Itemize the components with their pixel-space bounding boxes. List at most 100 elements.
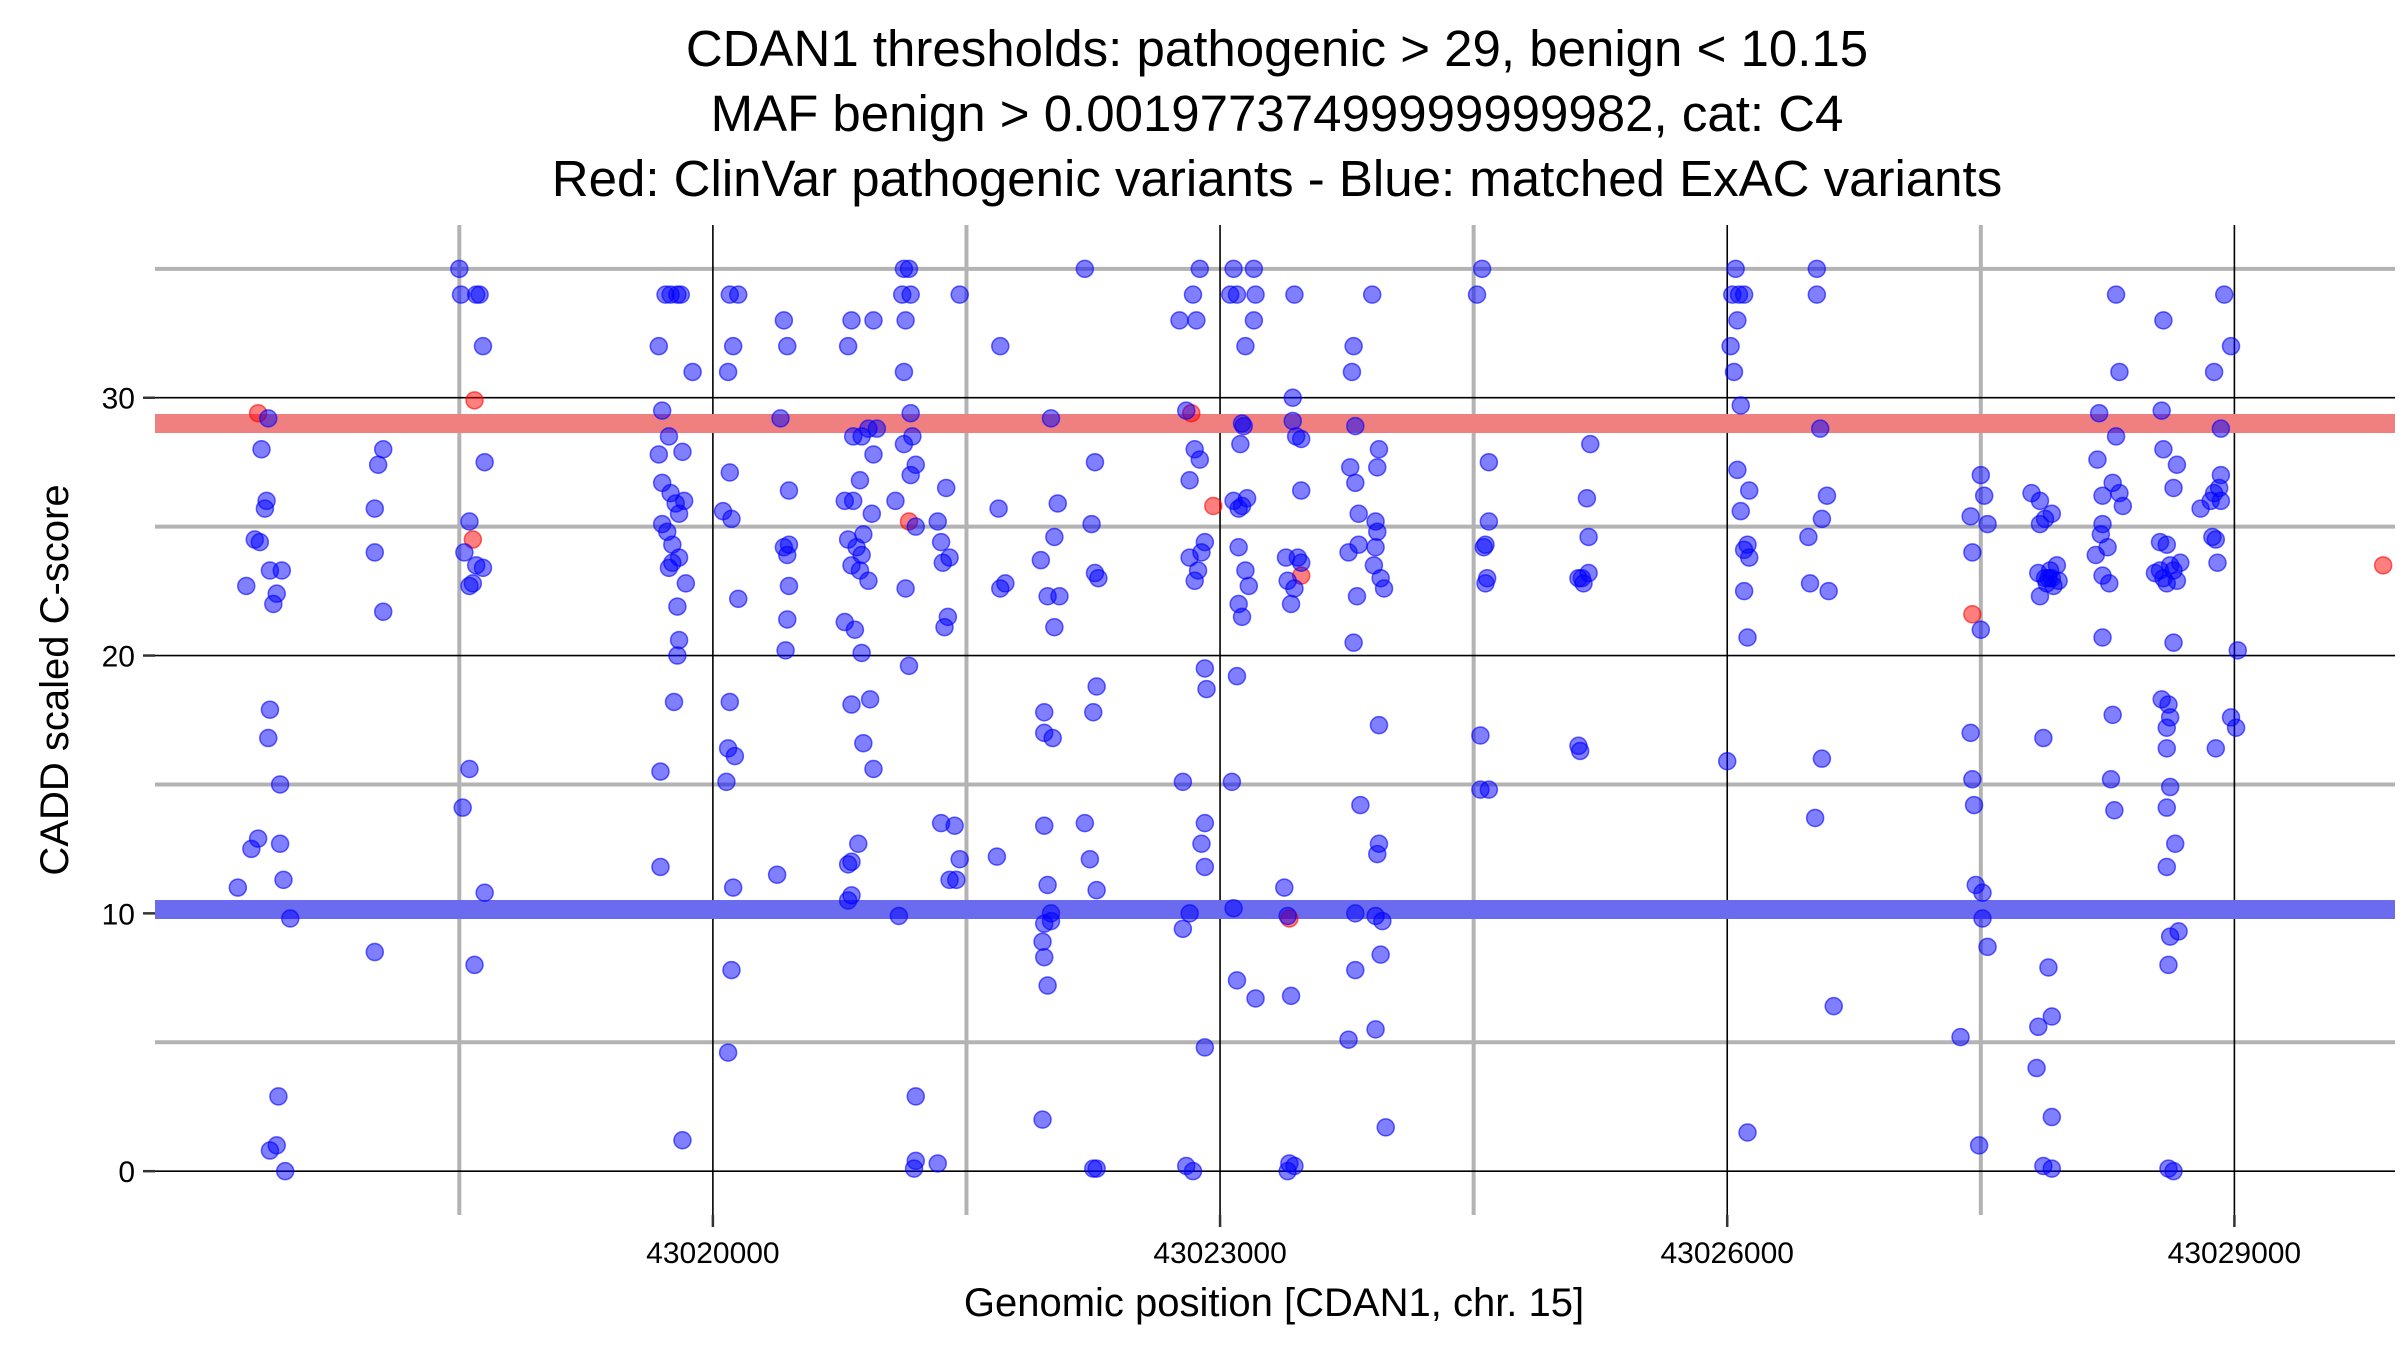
exac-point	[1239, 576, 1259, 596]
exac-point	[663, 553, 682, 572]
exac-point	[270, 775, 290, 794]
exac-point	[896, 311, 915, 330]
exac-point	[2093, 486, 2112, 505]
exac-point	[849, 834, 868, 853]
x-tick-label: 43023000	[1153, 1237, 1286, 1270]
exac-point	[1232, 414, 1252, 433]
exac-point	[2208, 553, 2227, 572]
exac-point	[2106, 285, 2126, 304]
title-line-1: CDAN1 thresholds: pathogenic > 29, benig…	[686, 20, 1868, 77]
exac-point	[1368, 522, 1387, 542]
x-axis-ticks: 43020000 43023000 43026000 43029000	[646, 1215, 2301, 1270]
exac-point	[1170, 311, 1189, 330]
exac-point	[1190, 259, 1210, 279]
exac-point	[1043, 728, 1062, 748]
exac-point	[1283, 411, 1303, 431]
exac-point	[894, 362, 914, 382]
exac-point	[473, 558, 493, 578]
exac-point	[1089, 568, 1108, 588]
exac-point	[1974, 486, 1994, 505]
exac-point	[2086, 545, 2106, 565]
exac-point	[1349, 535, 1368, 554]
exac-point	[931, 532, 951, 552]
exac-point	[1229, 499, 1248, 518]
exac-point	[1045, 617, 1064, 637]
exac-point	[1038, 976, 1057, 995]
exac-point	[1476, 574, 1495, 593]
exac-point	[1963, 770, 1982, 789]
exac-point	[1964, 795, 1984, 815]
exac-point	[2152, 401, 2171, 420]
exac-point	[778, 336, 797, 356]
exac-point	[475, 452, 494, 472]
exac-point	[2164, 1161, 2183, 1181]
exac-point	[1807, 285, 1827, 304]
exac-point	[1224, 898, 1243, 918]
exac-point	[1229, 538, 1248, 557]
exac-point	[1368, 458, 1387, 477]
exac-point	[2157, 798, 2177, 817]
exac-point	[1084, 1159, 1103, 1178]
exac-point	[904, 1159, 924, 1178]
exac-point	[1812, 749, 1832, 768]
exac-point	[250, 532, 270, 552]
y-tick-label: 10	[102, 898, 135, 931]
exac-point	[1195, 857, 1215, 877]
exac-point	[1285, 285, 1304, 304]
exac-point	[1366, 538, 1385, 557]
exac-point	[1479, 780, 1499, 799]
exac-point	[2100, 574, 2119, 593]
exac-point	[1734, 581, 1754, 601]
exac-point	[950, 285, 969, 304]
exac-point	[2027, 1058, 2046, 1078]
exac-point	[996, 574, 1015, 593]
exac-point	[867, 419, 887, 438]
exac-point	[2226, 718, 2246, 737]
exac-point	[1724, 362, 1744, 382]
exac-point	[1041, 409, 1061, 428]
exac-point	[1369, 715, 1389, 735]
exac-point	[1087, 880, 1106, 900]
exac-point	[1048, 494, 1068, 513]
exac-point	[1739, 548, 1759, 567]
exac-point	[259, 409, 278, 428]
exac-point	[450, 259, 469, 279]
exac-point	[767, 865, 787, 884]
exac-point	[463, 574, 483, 593]
exac-points	[228, 259, 2248, 1181]
x-axis-title: Genomic position [CDAN1, chr. 15]	[964, 1281, 1584, 1325]
exac-point	[2157, 857, 2177, 877]
exac-point	[2167, 571, 2187, 591]
exac-point	[669, 630, 689, 650]
exac-point	[899, 656, 919, 676]
exac-point	[854, 733, 873, 753]
exac-point	[465, 955, 484, 975]
y-tick-label: 30	[102, 383, 135, 416]
exac-point	[1291, 429, 1311, 449]
exac-point	[1192, 834, 1211, 853]
exac-point	[901, 465, 920, 485]
exac-point	[771, 409, 790, 428]
exac-point	[1738, 628, 1757, 647]
exac-point	[1346, 473, 1365, 493]
exac-point	[1978, 514, 1997, 534]
exac-point	[779, 481, 799, 500]
y-tick-label: 20	[102, 641, 135, 674]
title-line-3: Red: ClinVar pathogenic variants - Blue:…	[552, 150, 2002, 207]
exac-point	[1817, 486, 1837, 505]
exac-point	[2029, 1017, 2048, 1037]
exac-point	[1236, 336, 1255, 356]
exac-point	[2103, 705, 2122, 725]
exac-point	[2030, 491, 2050, 511]
exac-point	[651, 762, 670, 781]
exac-point	[1033, 932, 1052, 951]
exac-point	[1195, 1038, 1215, 1057]
exac-point	[723, 878, 743, 897]
exac-point	[722, 509, 741, 529]
exac-point	[1362, 285, 1382, 304]
exac-point	[1344, 633, 1363, 652]
exac-point	[1244, 311, 1264, 330]
exac-point	[1374, 579, 1394, 598]
exac-point	[1045, 527, 1064, 547]
